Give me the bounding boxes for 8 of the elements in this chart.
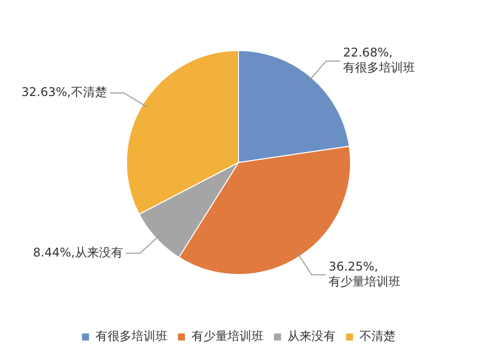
legend-label: 不清楚: [360, 329, 396, 344]
data-label: 36.25%, 有少量培训班: [328, 259, 401, 288]
data-label: 32.63%,不清楚: [21, 85, 107, 100]
legend-label: 有很多培训班: [96, 329, 168, 344]
data-label: 8.44%,从来没有: [33, 245, 123, 260]
data-label: 22.68%, 有很多培训班: [343, 46, 416, 75]
legend-label: 从来没有: [288, 329, 336, 344]
legend-label: 有少量培训班: [192, 329, 264, 344]
